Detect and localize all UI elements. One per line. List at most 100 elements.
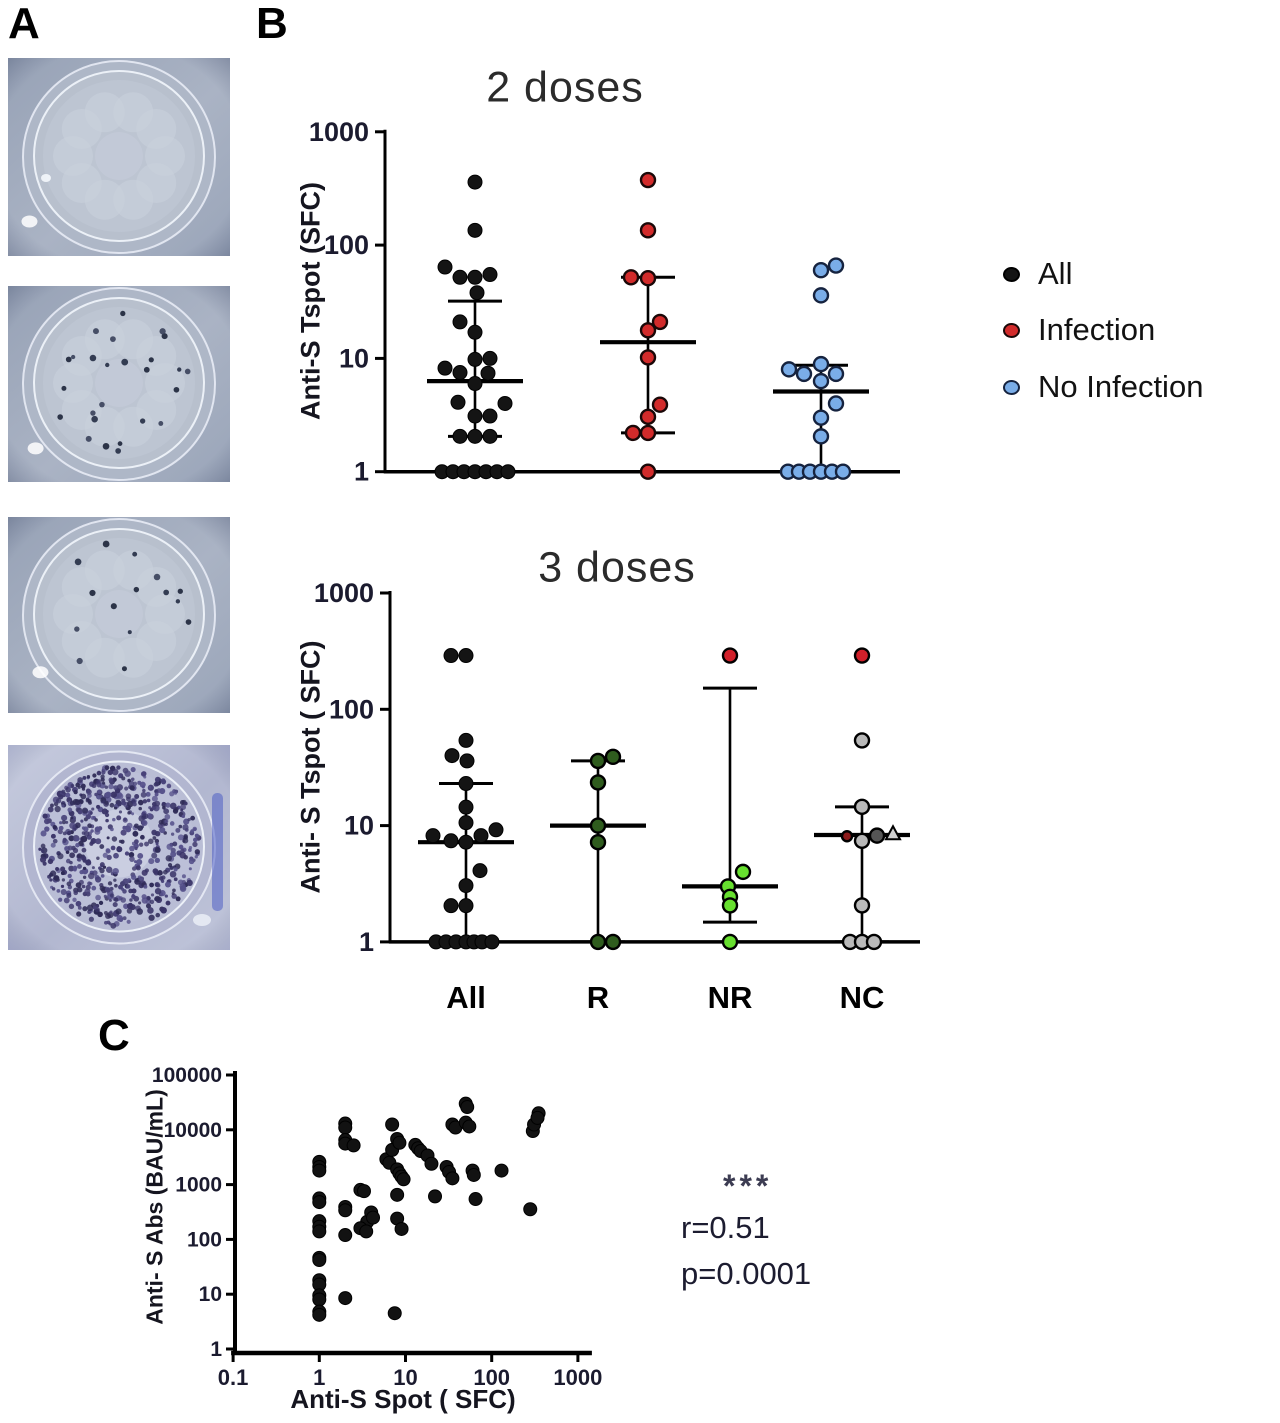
data-point [467,324,483,340]
significance-stars: *** [723,1168,773,1204]
x-category-label: R [587,980,609,1015]
data-point [312,1154,327,1169]
correlation-y-axis-label: Anti- S Abs (BAU/mL) [141,1089,168,1325]
data-point [459,753,475,769]
data-point [467,174,483,190]
data-point [396,1172,411,1187]
legend-label: All [1038,256,1073,291]
panel-a-label: A [8,0,40,48]
data-point [312,1292,327,1307]
data-point [482,428,498,444]
data-point [312,1224,327,1239]
data-point [604,933,622,951]
legend-item-infection: Infection [1003,312,1155,348]
data-point [437,360,453,376]
data-point [467,351,483,367]
legend-marker [1003,379,1020,395]
legend-item-all: All [1003,256,1072,292]
data-point [428,934,444,950]
data-point [448,1120,463,1135]
data-point [338,1133,353,1148]
data-point [467,464,483,480]
data-point [338,1136,353,1151]
data-point [353,1182,368,1197]
data-point [639,463,657,480]
data-point [445,464,461,480]
data-point [458,878,474,894]
data-point [473,828,489,844]
y-tick-label: 10000 [164,1119,222,1142]
data-point [312,1277,327,1292]
group-all [427,174,523,480]
data-point [604,748,622,766]
data-point [853,933,871,951]
data-point [531,1106,546,1121]
data-point [589,833,607,851]
data-point [458,732,474,748]
data-point [359,1224,374,1239]
data-point [488,822,504,838]
data-point [356,1184,371,1199]
data-point [853,647,871,664]
legend-item-no-infection: No Infection [1003,369,1203,405]
data-point [721,888,739,906]
y-tick-label: 1 [354,457,369,487]
data-point [868,827,886,844]
y-tick-label: 1000 [314,578,374,608]
data-point [482,408,498,424]
data-point [424,1156,439,1171]
data-point [853,798,871,816]
data-point [478,464,494,480]
well-scattered-spots [8,286,230,482]
data-point [448,934,464,950]
data-point [500,464,516,480]
data-point [312,1304,327,1319]
data-point [639,424,657,442]
well-few-spots [8,517,230,713]
data-point [468,1192,483,1207]
data-point [385,1117,400,1132]
data-point [425,828,441,844]
data-point [443,648,459,664]
data-point [364,1205,379,1220]
data-point [413,1144,428,1159]
data-point [458,834,474,850]
data-point [458,1096,473,1111]
three-doses-y-axis-label: Anti- S Tspot ( SFC) [295,640,326,894]
data-point [853,897,871,914]
data-point [392,1166,407,1181]
legend-label: Infection [1038,312,1156,347]
data-point [452,269,468,285]
data-point [312,1288,327,1303]
p-value: p=0.0001 [681,1256,812,1291]
data-point [651,313,669,331]
group-no-infection [773,257,869,480]
data-point [443,833,459,849]
data-point [484,934,500,950]
y-tick-label: 1000 [309,117,369,147]
data-point [790,463,808,480]
data-point [428,1189,443,1204]
data-point [812,262,830,279]
data-point [639,349,657,366]
data-point [734,863,752,881]
data-point [530,1110,545,1125]
data-point [360,1214,375,1229]
data-point [312,1307,327,1322]
y-tick-label: 100 [324,230,369,260]
x-category-label: NR [708,980,753,1015]
data-point [438,934,454,950]
data-point [338,1203,353,1218]
data-point [458,1115,473,1130]
data-point [462,1119,477,1134]
data-point [346,1138,361,1153]
data-point [482,350,498,366]
data-point [353,1221,368,1236]
data-point [390,1187,405,1202]
data-point [458,799,474,815]
data-point [721,897,739,914]
data-point [639,171,657,189]
data-point [812,409,830,426]
data-point [840,830,854,843]
